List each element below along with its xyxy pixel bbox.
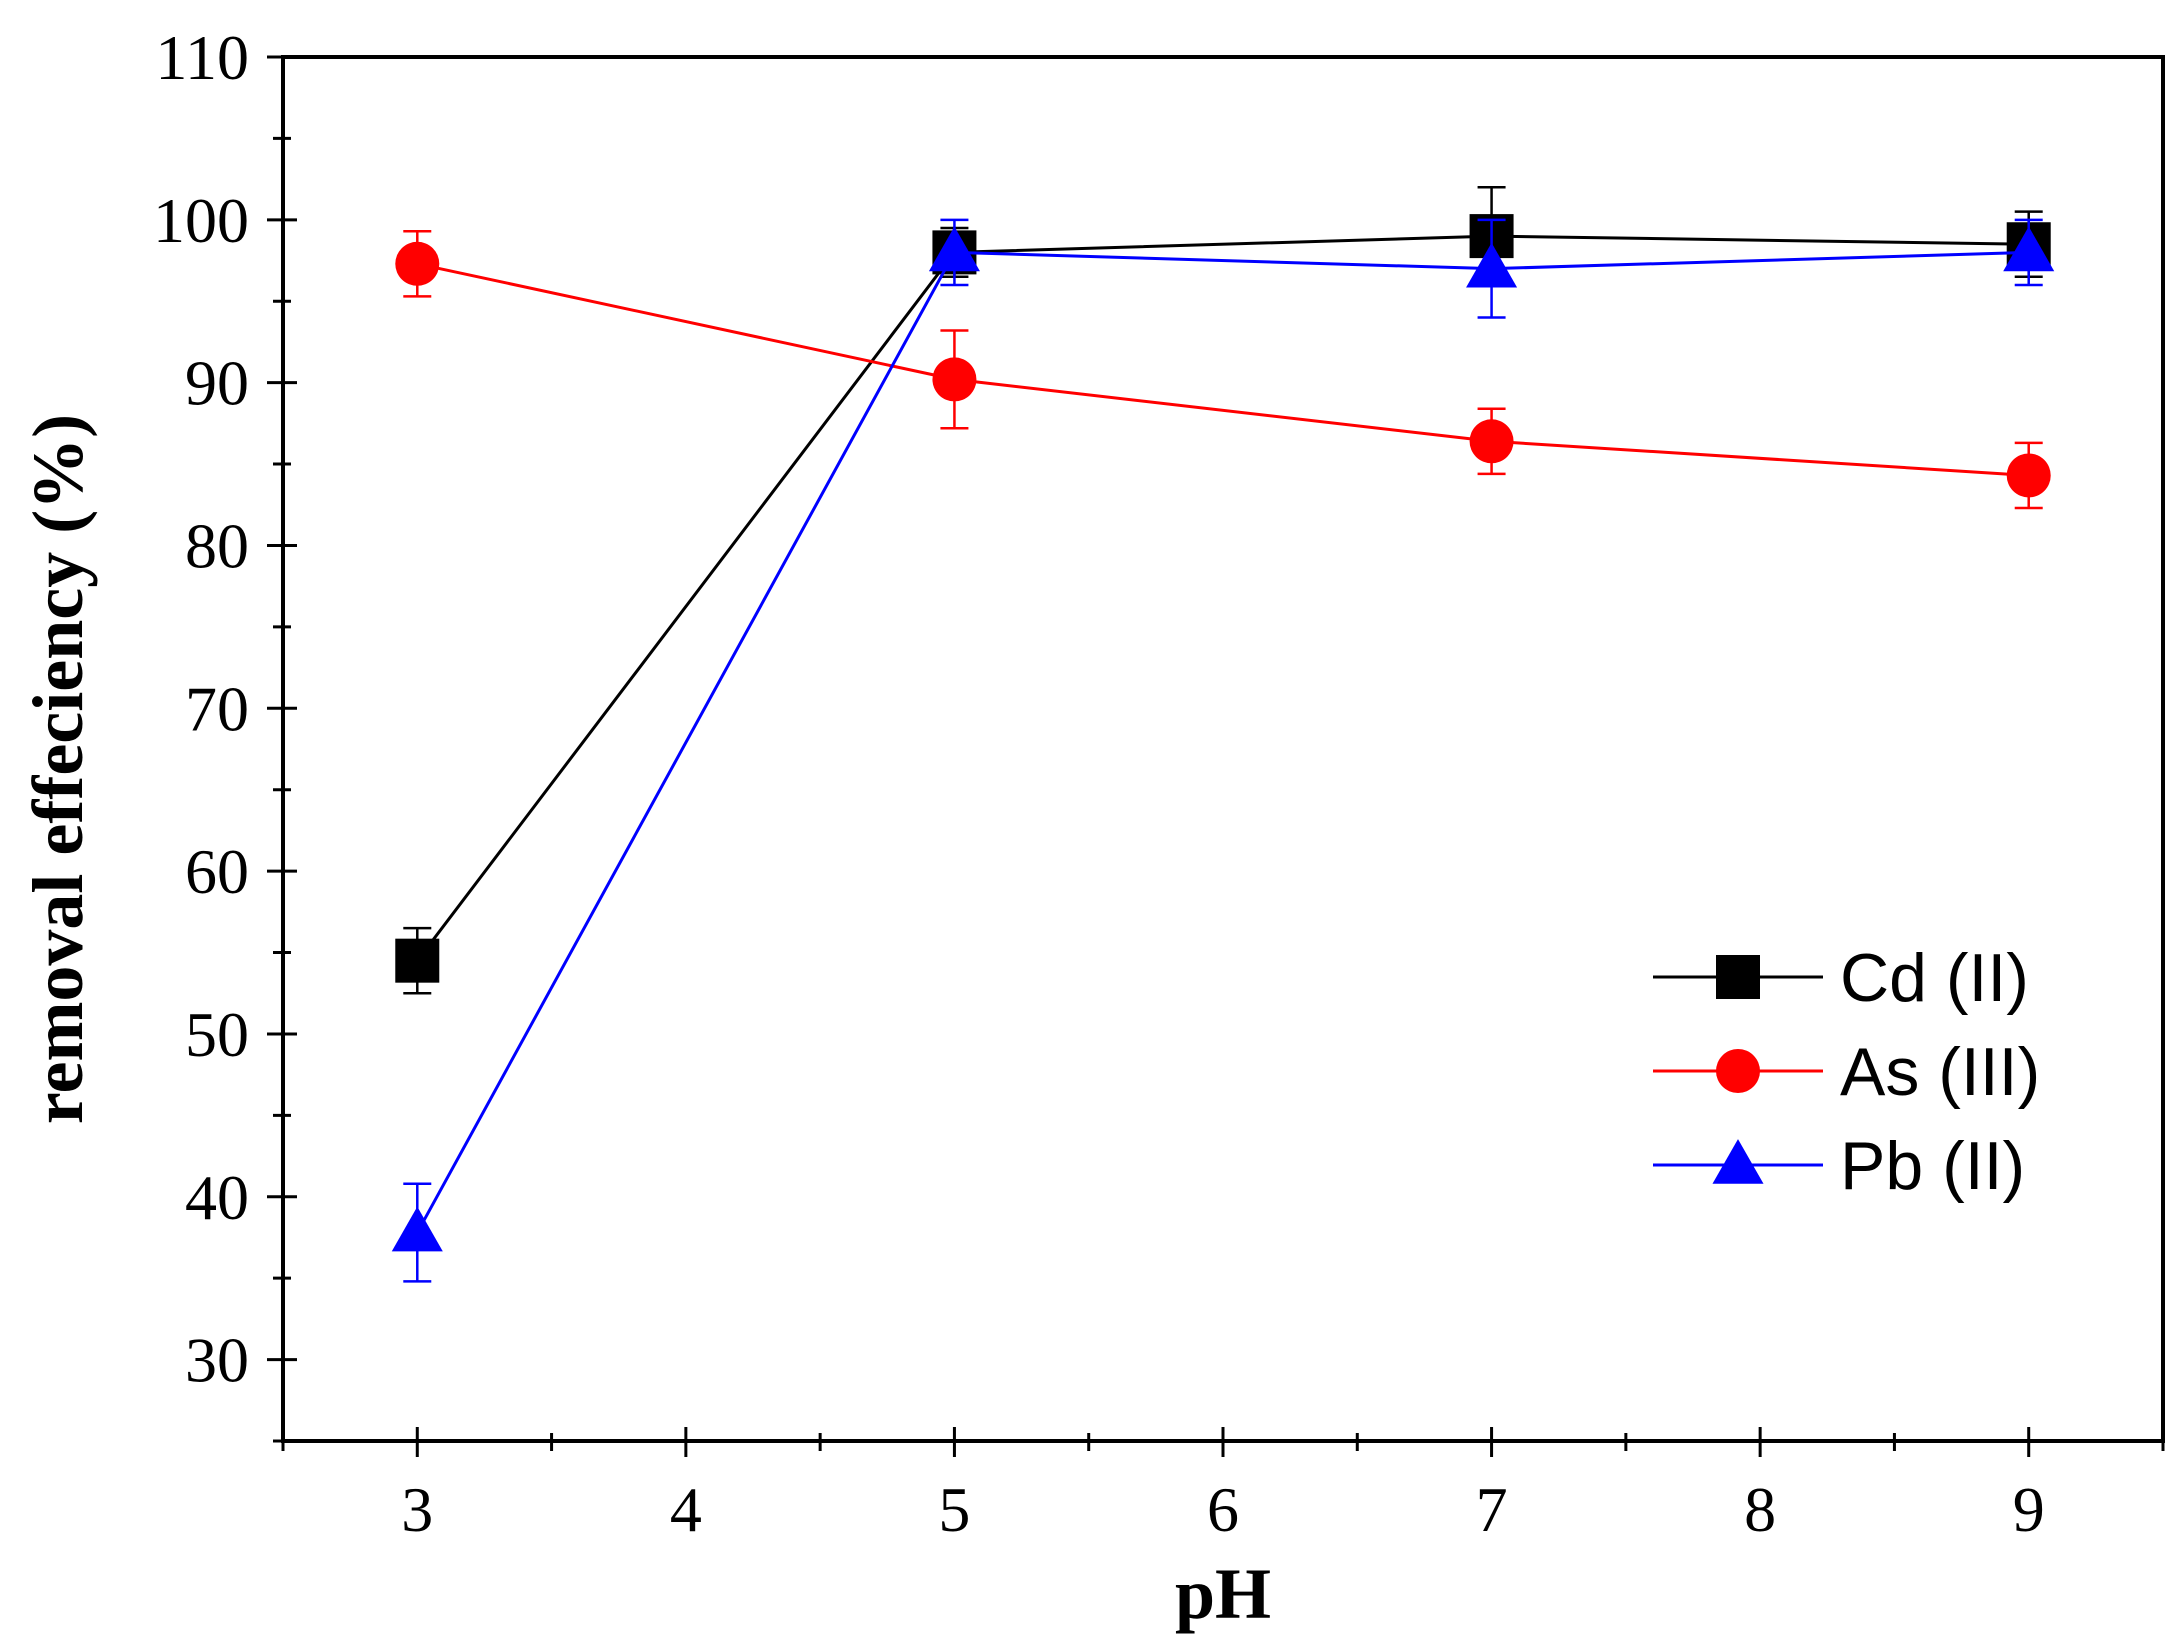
legend: Cd (II) As (III) Pb (II) (1653, 940, 2040, 1204)
x-tick-label: 8 (1744, 1474, 1776, 1545)
y-tick-label: 100 (153, 185, 249, 256)
legend-item: As (III) (1653, 1034, 2040, 1110)
data-point (395, 938, 440, 983)
y-tick-label: 110 (155, 22, 249, 93)
x-tick-label: 3 (401, 1474, 433, 1545)
x-tick-label: 6 (1207, 1474, 1239, 1545)
data-point (2003, 226, 2055, 272)
legend-marker (1712, 1139, 1764, 1184)
data-point (395, 241, 440, 286)
axes-layer: 3 4 5 6 7 8 9 30 40 50 60 70 80 90 100 110 (153, 22, 2165, 1545)
series-pb-ii (391, 218, 2055, 1283)
y-tick-label: 80 (185, 510, 249, 581)
x-tick-label: 7 (1476, 1474, 1508, 1545)
x-axis-title: pH (1175, 1554, 1271, 1634)
y-tick-label: 40 (185, 1162, 249, 1233)
plot-frame (281, 55, 2165, 1443)
legend-marker (1716, 955, 1760, 999)
data-point (932, 357, 977, 402)
y-tick-label: 90 (185, 348, 249, 419)
legend-item: Cd (II) (1653, 940, 2029, 1016)
legend-label: As (III) (1840, 1034, 2040, 1110)
legend-marker (1716, 1049, 1760, 1093)
data-point (391, 1206, 443, 1252)
x-tick-label: 9 (2013, 1474, 2045, 1545)
series-layer (391, 186, 2055, 1283)
data-point (1469, 419, 1514, 464)
legend-label: Pb (II) (1840, 1128, 2025, 1204)
legend-label: Cd (II) (1840, 940, 2029, 1016)
legend-item: Pb (II) (1653, 1128, 2025, 1204)
y-tick-label: 30 (185, 1325, 249, 1396)
data-point (928, 226, 980, 272)
series-line (416, 234, 2029, 962)
series-line (416, 262, 2029, 477)
series-as-iii (395, 229, 2051, 510)
data-point (2006, 453, 2051, 498)
y-axis-title: removal effeciency (%) (18, 414, 98, 1124)
x-tick-label: 4 (670, 1474, 702, 1545)
y-tick-label: 50 (185, 999, 249, 1070)
x-tick-label: 5 (938, 1474, 970, 1545)
data-point (1466, 242, 1518, 288)
y-tick-label: 60 (185, 836, 249, 907)
series-line (415, 250, 2029, 1234)
series-cd-ii (395, 186, 2051, 995)
y-tick-label: 70 (185, 673, 249, 744)
